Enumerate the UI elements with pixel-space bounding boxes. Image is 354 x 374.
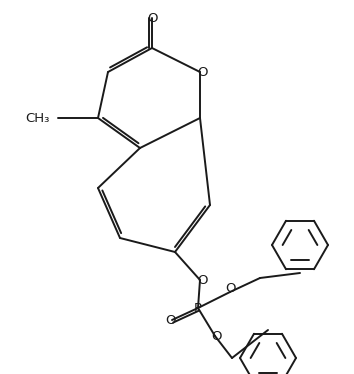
- Text: P: P: [194, 301, 202, 315]
- Text: O: O: [197, 65, 207, 79]
- Text: CH₃: CH₃: [25, 111, 50, 125]
- Text: O: O: [165, 313, 175, 327]
- Text: O: O: [197, 273, 207, 286]
- Text: O: O: [225, 282, 235, 295]
- Text: O: O: [147, 12, 157, 25]
- Text: O: O: [212, 329, 222, 343]
